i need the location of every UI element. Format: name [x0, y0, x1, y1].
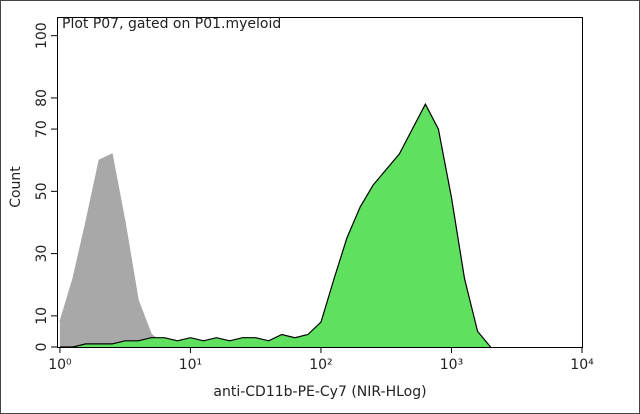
chart-title: Plot P07, gated on P01.myeloid: [62, 16, 281, 32]
y-tick-label: 80: [34, 89, 50, 107]
y-axis-label: Count: [8, 166, 24, 208]
y-tick-label: 100: [34, 22, 50, 49]
y-tick-label: 70: [34, 120, 50, 138]
x-tick-label: 10⁰: [48, 357, 72, 373]
histogram-area: [59, 154, 491, 347]
x-tick-label: 10²: [309, 357, 332, 373]
histogram-outline: [59, 102, 492, 348]
y-tick-label: 0: [34, 343, 50, 352]
histogram-area: [59, 104, 491, 347]
plot-border: [57, 17, 583, 348]
y-tick-label: 10: [34, 307, 50, 325]
x-axis-label: anti-CD11b-PE-Cy7 (NIR-HLog): [213, 384, 426, 400]
y-tick-label: 50: [34, 182, 50, 200]
x-tick-label: 10⁴: [570, 357, 594, 373]
x-tick-label: 10³: [440, 357, 463, 373]
y-tick-label: 30: [34, 245, 50, 263]
x-tick-label: 10¹: [179, 357, 202, 373]
